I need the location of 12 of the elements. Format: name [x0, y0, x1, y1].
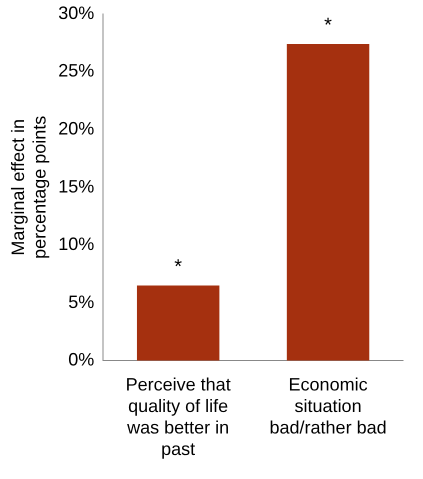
annotation: * [324, 14, 332, 37]
y-tick-label: 25% [58, 60, 94, 81]
y-tick-label: 5% [68, 292, 94, 312]
y-tick-label: 10% [58, 234, 94, 254]
y-tick-label: 20% [58, 118, 94, 138]
y-tick-label: 15% [58, 176, 94, 196]
annotation: * [174, 256, 182, 278]
y-tick-label: 30% [58, 2, 94, 23]
y-tick-label: 0% [68, 350, 94, 370]
x-tick-label: Perceive that quality of life was better in past [126, 374, 231, 460]
x-tick-label: Economic situation bad/rather bad [270, 374, 387, 438]
y-axis-title: Marginal effect in percentage points [8, 116, 50, 259]
